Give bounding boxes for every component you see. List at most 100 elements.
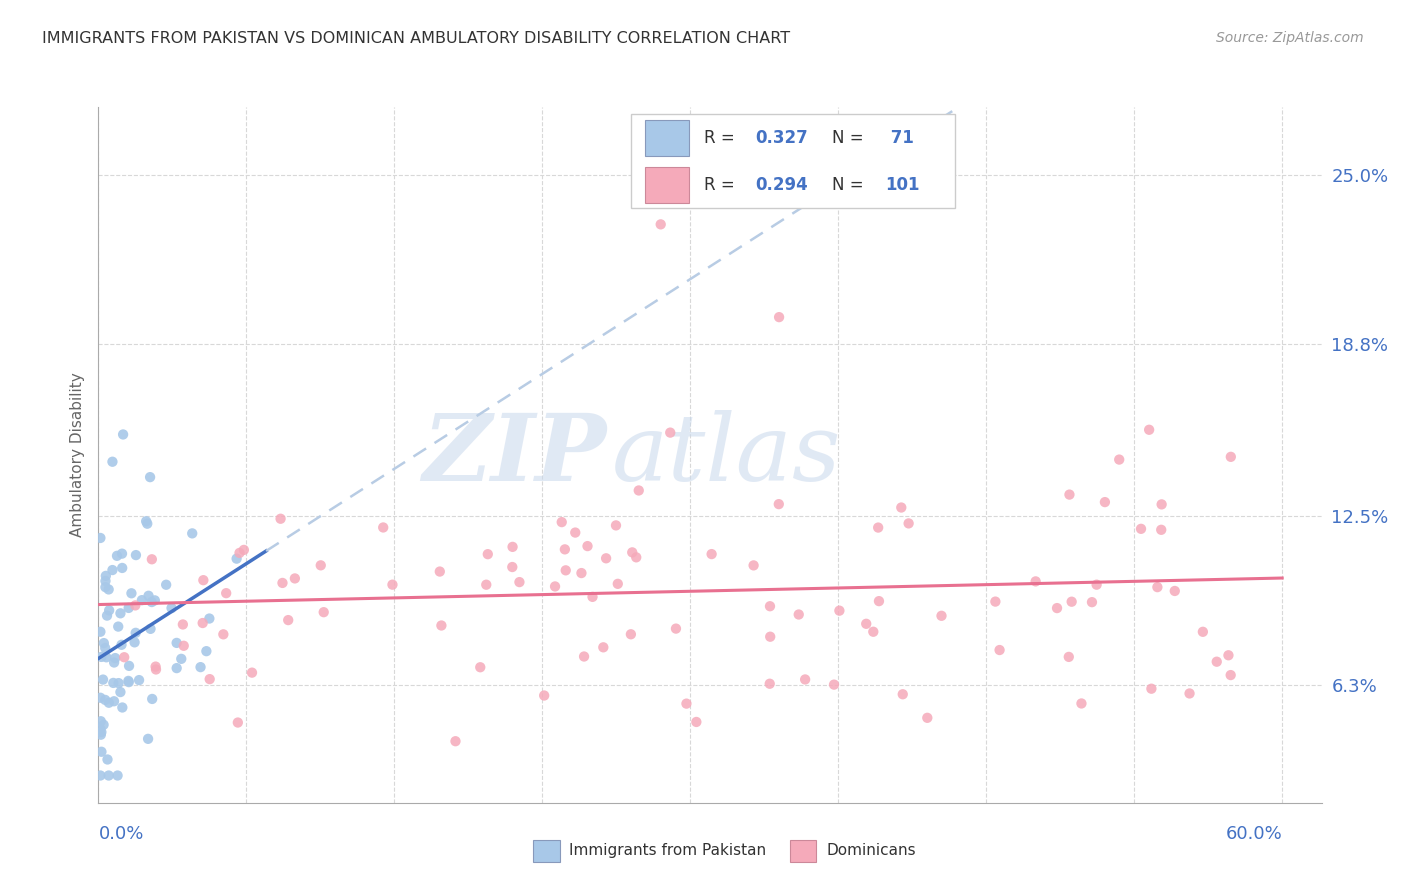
- Point: [125, 548, 148, 562]
- Point: [1046, 601, 1069, 615]
- Point: [897, 516, 920, 531]
- Point: [110, 638, 132, 652]
- Point: [120, 586, 142, 600]
- Point: [96, 752, 118, 766]
- Point: [1219, 668, 1241, 682]
- Point: [141, 552, 163, 566]
- Point: [381, 577, 404, 591]
- Point: [107, 619, 129, 633]
- Point: [170, 652, 193, 666]
- Point: [758, 677, 780, 691]
- Text: ZIP: ZIP: [422, 410, 606, 500]
- Point: [626, 550, 648, 565]
- Point: [198, 672, 221, 686]
- Point: [554, 563, 576, 577]
- Point: [700, 547, 723, 561]
- Point: [94, 641, 117, 656]
- Point: [124, 599, 146, 613]
- Point: [101, 455, 124, 469]
- Point: [212, 627, 235, 641]
- Text: 60.0%: 60.0%: [1226, 824, 1282, 843]
- Point: [97, 582, 120, 597]
- Point: [862, 624, 884, 639]
- Point: [1057, 649, 1080, 664]
- Point: [581, 590, 603, 604]
- Point: [1137, 423, 1160, 437]
- Point: [917, 711, 939, 725]
- Point: [595, 551, 617, 566]
- Point: [430, 618, 453, 632]
- Point: [111, 700, 134, 714]
- Point: [890, 500, 912, 515]
- Point: [118, 675, 141, 690]
- Point: [172, 617, 194, 632]
- Point: [621, 545, 644, 559]
- Point: [768, 310, 790, 325]
- Point: [89, 531, 111, 545]
- Point: [868, 594, 890, 608]
- Point: [240, 665, 263, 680]
- Point: [759, 599, 782, 614]
- Point: [198, 611, 221, 625]
- Point: [564, 525, 586, 540]
- Point: [1164, 584, 1187, 599]
- Point: [931, 608, 953, 623]
- Point: [215, 586, 238, 600]
- Point: [627, 483, 650, 498]
- Point: [1219, 450, 1241, 464]
- Point: [988, 643, 1011, 657]
- Point: [104, 651, 127, 665]
- Point: [502, 540, 524, 554]
- Point: [373, 520, 395, 534]
- Point: [620, 627, 643, 641]
- Point: [232, 542, 254, 557]
- Point: [89, 624, 111, 639]
- Point: [155, 578, 177, 592]
- Point: [759, 630, 782, 644]
- Text: Dominicans: Dominicans: [827, 843, 915, 858]
- Point: [605, 518, 627, 533]
- Point: [1108, 452, 1130, 467]
- Point: [685, 714, 707, 729]
- Text: N =: N =: [832, 129, 869, 147]
- Point: [1070, 697, 1092, 711]
- Point: [606, 577, 628, 591]
- Point: [429, 565, 451, 579]
- Point: [1150, 523, 1173, 537]
- Point: [145, 659, 167, 673]
- Point: [91, 673, 114, 687]
- Point: [984, 594, 1007, 608]
- Bar: [533, 839, 560, 862]
- Point: [271, 576, 294, 591]
- Point: [98, 603, 121, 617]
- Point: [1140, 681, 1163, 696]
- Bar: [790, 839, 817, 862]
- Point: [103, 676, 125, 690]
- FancyBboxPatch shape: [630, 114, 955, 208]
- Point: [1178, 686, 1201, 700]
- Point: [160, 601, 183, 615]
- Point: [166, 661, 188, 675]
- Text: 0.294: 0.294: [755, 177, 808, 194]
- Point: [93, 718, 115, 732]
- Point: [90, 714, 112, 729]
- Point: [195, 644, 218, 658]
- Point: [139, 470, 162, 484]
- Point: [96, 650, 118, 665]
- Point: [1059, 487, 1081, 501]
- Point: [190, 660, 212, 674]
- Point: [181, 526, 204, 541]
- Point: [193, 573, 215, 587]
- Point: [105, 549, 128, 563]
- Point: [1130, 522, 1153, 536]
- Text: atlas: atlas: [612, 410, 842, 500]
- Point: [89, 768, 111, 782]
- Point: [225, 551, 247, 566]
- Text: 101: 101: [884, 177, 920, 194]
- Point: [284, 571, 307, 585]
- Point: [1094, 495, 1116, 509]
- Point: [93, 636, 115, 650]
- Point: [111, 547, 134, 561]
- Point: [112, 650, 135, 665]
- Point: [1218, 648, 1240, 663]
